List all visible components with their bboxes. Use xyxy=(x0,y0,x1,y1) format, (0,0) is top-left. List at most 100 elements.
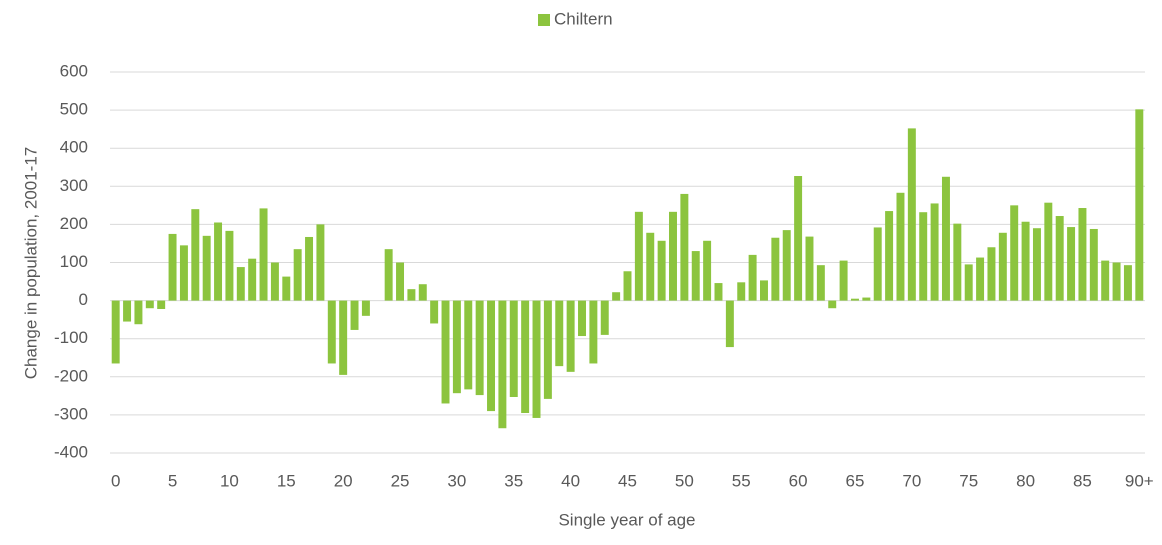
bar xyxy=(1067,227,1076,301)
x-tick-label: 55 xyxy=(732,471,751,490)
bar xyxy=(771,237,780,301)
x-tick-label: 75 xyxy=(959,471,978,490)
bar xyxy=(498,300,507,429)
bar xyxy=(179,245,188,301)
bar xyxy=(214,222,223,301)
bar xyxy=(1135,109,1144,301)
bar xyxy=(1078,208,1087,301)
y-tick-label: -200 xyxy=(54,366,88,385)
x-tick-label: 85 xyxy=(1073,471,1092,490)
bar xyxy=(532,300,541,418)
x-axis-label: Single year of age xyxy=(558,510,695,529)
bar xyxy=(703,240,712,301)
bar xyxy=(293,249,302,301)
bar xyxy=(441,300,450,404)
bar xyxy=(475,300,484,396)
bar xyxy=(816,265,825,301)
bar xyxy=(236,267,245,301)
bar xyxy=(396,262,405,301)
bar xyxy=(896,192,905,301)
x-tick-label: 40 xyxy=(561,471,580,490)
bar xyxy=(623,271,632,301)
bar xyxy=(589,300,598,364)
bar xyxy=(123,300,132,322)
x-tick-label: 10 xyxy=(220,471,239,490)
bar xyxy=(1010,205,1019,301)
legend-swatch xyxy=(538,14,550,26)
bar xyxy=(748,254,757,301)
legend-label: Chiltern xyxy=(554,9,613,28)
bar xyxy=(600,300,609,335)
x-tick-label: 60 xyxy=(789,471,808,490)
bar xyxy=(976,257,985,301)
bar xyxy=(509,300,518,397)
bar xyxy=(885,211,894,301)
x-tick-label: 50 xyxy=(675,471,694,490)
bar xyxy=(1044,202,1053,301)
bar xyxy=(225,230,234,301)
x-tick-label: 20 xyxy=(334,471,353,490)
bar xyxy=(828,300,837,309)
bar xyxy=(657,240,666,301)
x-tick-label: 65 xyxy=(846,471,865,490)
bar xyxy=(282,276,291,301)
y-tick-label: -100 xyxy=(54,328,88,347)
x-tick-label: 90+ xyxy=(1125,471,1154,490)
bar xyxy=(191,209,200,301)
y-tick-label: -400 xyxy=(54,442,88,461)
y-tick-label: 400 xyxy=(60,138,88,157)
x-tick-label: 35 xyxy=(504,471,523,490)
bar xyxy=(680,193,689,301)
bar xyxy=(259,208,268,301)
bar xyxy=(1021,221,1030,301)
bar xyxy=(862,297,871,301)
bar xyxy=(578,300,586,337)
bar xyxy=(714,283,723,301)
bar xyxy=(418,284,427,301)
bar xyxy=(168,233,177,301)
bar xyxy=(919,212,928,301)
bar xyxy=(669,211,677,301)
bar xyxy=(941,176,950,301)
bar xyxy=(839,260,848,301)
bar xyxy=(384,249,393,301)
y-tick-label: 300 xyxy=(60,176,88,195)
bar xyxy=(930,203,939,301)
bar xyxy=(646,232,655,301)
bar xyxy=(998,232,1007,301)
bar xyxy=(316,224,325,301)
bar xyxy=(521,300,530,413)
bar xyxy=(361,300,370,316)
bar xyxy=(134,300,143,325)
y-tick-label: 100 xyxy=(60,252,88,271)
bar xyxy=(964,264,973,301)
x-tick-label: 25 xyxy=(391,471,410,490)
y-tick-label: -300 xyxy=(54,404,88,423)
bar xyxy=(725,300,734,348)
bar xyxy=(327,300,336,364)
bar xyxy=(464,300,473,390)
bar xyxy=(1032,228,1041,301)
bar xyxy=(350,300,359,330)
bar xyxy=(737,282,746,301)
bar xyxy=(305,236,314,301)
bar xyxy=(430,300,439,324)
bar xyxy=(691,251,700,301)
bar xyxy=(1055,216,1064,301)
bar xyxy=(111,300,120,364)
y-tick-label: 500 xyxy=(60,100,88,119)
bar xyxy=(543,300,552,399)
bar xyxy=(270,262,279,301)
bar xyxy=(873,227,882,301)
x-tick-label: 30 xyxy=(447,471,466,490)
y-tick-label: 600 xyxy=(60,61,88,80)
bar xyxy=(634,211,643,301)
bar xyxy=(794,176,803,301)
bar xyxy=(566,300,575,372)
bar xyxy=(1101,260,1110,301)
x-tick-label: 45 xyxy=(618,471,637,490)
x-tick-label: 0 xyxy=(111,471,120,490)
bar xyxy=(452,300,461,394)
bar xyxy=(760,280,768,301)
bar xyxy=(248,258,257,301)
